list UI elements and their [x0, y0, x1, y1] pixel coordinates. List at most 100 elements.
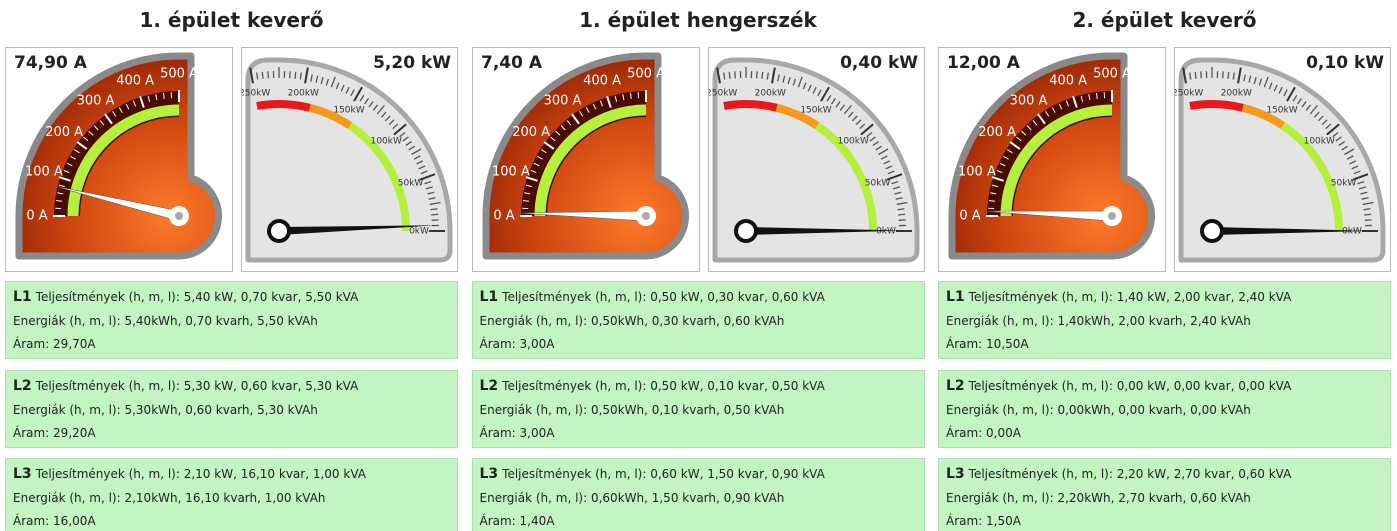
phase-current: Áram: 16,00A: [13, 514, 96, 528]
phase-current: Áram: 1,40A: [480, 514, 555, 528]
tick-label: 400 A: [583, 73, 621, 88]
phase-name: L2: [946, 378, 965, 394]
tick-label: 300 A: [77, 94, 115, 109]
phase-panel: L1 Teljesítmények (h, m, l): 5,40 kW, 0,7…: [5, 281, 458, 359]
phase-power: Teljesítmények (h, m, l): 2,20 kW, 2,70 …: [969, 467, 1292, 481]
tick-label: 100 A: [958, 165, 996, 180]
phase-panel: L3 Teljesítmények (h, m, l): 2,20 kW, 2,7…: [938, 458, 1391, 531]
tick-label: 500 A: [1093, 67, 1131, 82]
gauge-svg: 0 A100 A200 A300 A400 A500 A7,40 A: [473, 48, 699, 271]
building-title: 1. épület hengerszék: [472, 8, 925, 32]
value-readout: 0,10 kW: [1306, 53, 1384, 73]
needle-hub-center: [175, 212, 183, 220]
tick-label: 500 A: [160, 67, 198, 82]
phase-name: L2: [480, 378, 499, 394]
tick-label: 500 A: [627, 67, 665, 82]
tick-label: 0kW: [409, 227, 429, 237]
gauge-svg: 0 A 100 A 200 A 300 A400 A 500 A 74,90 A: [6, 48, 232, 271]
phase-name: L3: [13, 466, 32, 482]
power-gauge: 0kW50kW100kW150kW200kW250kW0,10 kW: [1174, 47, 1391, 272]
current-gauge: 0 A100 A200 A300 A400 A500 A12,00 A: [938, 47, 1166, 272]
phase-current: Áram: 0,00A: [946, 426, 1021, 440]
phase-name: L2: [13, 378, 32, 394]
phase-power-line: L3 Teljesítmények (h, m, l): 2,20 kW, 2,7…: [946, 466, 1291, 482]
phase-power-line: L2Teljesítmények (h, m, l): 0,50 kW, 0,1…: [480, 378, 825, 394]
minor-tick: [295, 72, 296, 79]
minor-tick: [898, 214, 905, 215]
value-readout: 0,40 kW: [840, 53, 918, 73]
phase-power-line: L3Teljesítmények (h, m, l): 0,60 kW, 1,5…: [480, 466, 825, 482]
building-title: 2. épület keverő: [938, 8, 1391, 32]
tick-label: 50kW: [398, 179, 424, 189]
gauge-svg: 0 A100 A200 A300 A400 A500 A12,00 A: [939, 48, 1165, 271]
tick-label: 200 A: [512, 125, 550, 140]
tick-label: 300 A: [1010, 94, 1048, 109]
minor-tick: [1228, 72, 1229, 79]
minor-tick: [431, 214, 438, 215]
tick-label: 50kW: [1331, 179, 1357, 189]
needle-hub-center: [642, 212, 650, 220]
phase-panel: L2 Teljesítmények (h, m, l): 0,00 kW, 0,0…: [938, 370, 1391, 448]
tick-label: 200 A: [45, 125, 83, 140]
phase-name: L3: [946, 466, 965, 482]
building-title: 1. épület keverő: [5, 8, 458, 32]
phase-panel: L2Teljesítmények (h, m, l): 5,30 kW, 0,6…: [5, 370, 458, 448]
phase-current: Áram: 3,00A: [480, 337, 555, 351]
needle-hub: [269, 221, 289, 241]
tick-label: 200kW: [754, 89, 785, 99]
phase-current: Áram: 29,70A: [13, 337, 96, 351]
minor-tick: [1364, 214, 1371, 215]
minor-tick: [1195, 72, 1196, 79]
phase-power-line: L2 Teljesítmények (h, m, l): 0,00 kW, 0,0…: [946, 378, 1291, 394]
tick-label: 150kW: [800, 105, 831, 115]
phase-current: Áram: 1,50A: [946, 514, 1021, 528]
tick-label: 100kW: [371, 137, 402, 147]
needle-hub: [736, 221, 756, 241]
phase-power: Teljesítmények (h, m, l): 5,40 kW, 0,70 …: [36, 290, 359, 304]
tick-label: 150kW: [333, 105, 364, 115]
tick-label: 0 A: [26, 209, 47, 224]
tick-label: 400 A: [116, 73, 154, 88]
scale-zone: [257, 104, 310, 108]
phase-energy: Energiák (h, m, l): 2,20kWh, 2,70 kvarh,…: [946, 491, 1251, 505]
phase-panel: L1Teljesítmények (h, m, l): 0,50 kW, 0,3…: [472, 281, 925, 359]
tick-label: 250kW: [1175, 89, 1203, 99]
scale-zone: [723, 104, 776, 108]
phase-name: L1: [13, 289, 32, 305]
phase-power: Teljesítmények (h, m, l): 2,10 kW, 16,10…: [36, 467, 366, 481]
tick-label: 50kW: [864, 179, 890, 189]
building-column: 1. épület hengerszék0 A100 A200 A300 A40…: [472, 0, 925, 531]
phase-power-line: L3 Teljesítmények (h, m, l): 2,10 kW, 16,…: [13, 466, 366, 482]
phase-current: Áram: 3,00A: [480, 426, 555, 440]
gauge-svg: 0kW50kW100kW150kW200kW250kW5,20 kW: [242, 48, 457, 271]
phase-name: L3: [480, 466, 499, 482]
tick-label: 100 A: [492, 165, 530, 180]
tick-label: 0 A: [959, 209, 980, 224]
tick-label: 100kW: [837, 137, 868, 147]
phase-energy: Energiák (h, m, l): 0,50kWh, 0,10 kvarh,…: [480, 403, 785, 417]
tick-label: 400 A: [1049, 73, 1087, 88]
phase-energy: Energiák (h, m, l): 0,00kWh, 0,00 kvarh,…: [946, 403, 1251, 417]
minor-tick: [761, 72, 762, 79]
tick-label: 100 A: [25, 165, 63, 180]
current-gauge: 0 A 100 A 200 A 300 A400 A 500 A 74,90 A: [5, 47, 233, 272]
phase-name: L1: [946, 289, 965, 305]
phase-power: Teljesítmények (h, m, l): 0,50 kW, 0,30 …: [502, 290, 825, 304]
value-readout: 7,40 A: [481, 53, 543, 73]
value-readout: 74,90 A: [14, 53, 88, 73]
minor-tick: [262, 72, 263, 79]
tick-label: 0 A: [493, 209, 514, 224]
phase-current: Áram: 29,20A: [13, 426, 96, 440]
scale-zone: [1190, 104, 1243, 108]
building-column: 2. épület keverő0 A100 A200 A300 A400 A5…: [938, 0, 1391, 531]
phase-power-line: L1Teljesítmények (h, m, l): 1,40 kW, 2,0…: [946, 289, 1291, 305]
phase-power-line: L1 Teljesítmények (h, m, l): 5,40 kW, 0,7…: [13, 289, 358, 305]
minor-tick: [729, 72, 730, 79]
phase-power: Teljesítmények (h, m, l): 0,00 kW, 0,00 …: [969, 379, 1292, 393]
